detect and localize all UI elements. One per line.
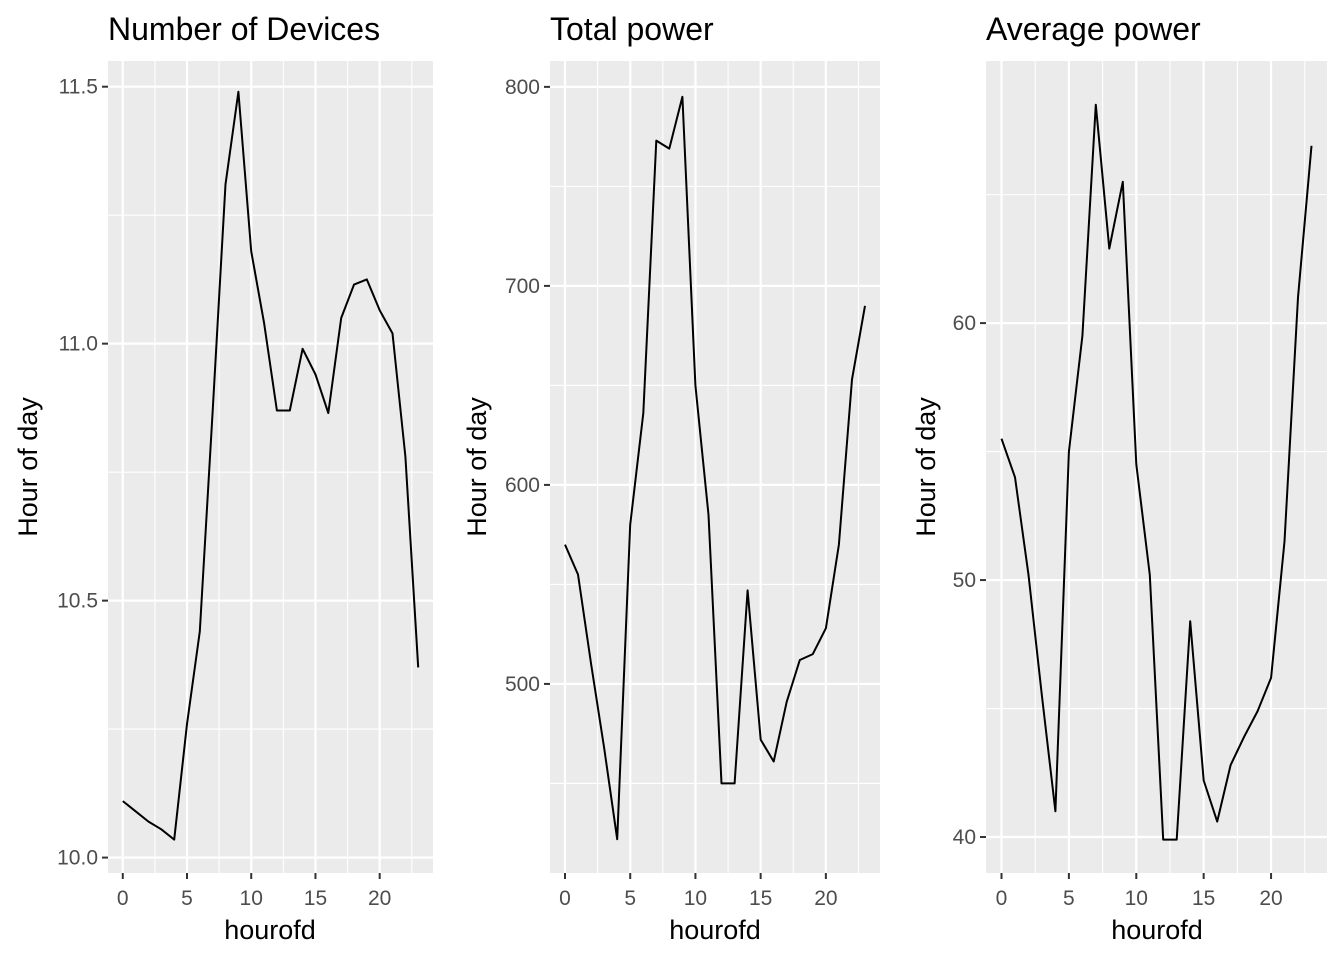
- y-tick-label: 10.5: [57, 590, 98, 613]
- series-line: [122, 90, 420, 841]
- x-tick-label: 15: [304, 887, 327, 910]
- y-tick-label: 11.0: [59, 333, 98, 356]
- y-tick-label: 600: [505, 474, 540, 497]
- x-axis-title: hourofd: [669, 915, 761, 945]
- panel-number-of-devices: Number of Devices 0 5 10 15 20 10.0 10.5 11.0 11…: [13, 11, 433, 945]
- y-tick-label: 700: [505, 275, 540, 298]
- y-axis-title: Hour of day: [13, 397, 43, 537]
- x-tick-label: 20: [1259, 887, 1282, 910]
- x-tick-label: 10: [240, 887, 263, 910]
- x-axis-title: hourofd: [224, 915, 316, 945]
- x-tick-label: 5: [624, 887, 636, 910]
- y-tick-label: 800: [505, 76, 540, 99]
- axis-ticks: 0 5 10 15 20 10.0 10.5 11.0 11.5: [57, 76, 391, 910]
- y-tick-label: 50: [953, 569, 976, 592]
- y-axis-title: Hour of day: [462, 397, 492, 537]
- panel-average-power: Average power 0 5 10 15 20 40 50 60 hourofd Hou…: [911, 11, 1327, 945]
- panel-total-power: Total power 0 5 10 15 20 500 600 700 800 hourofd…: [462, 11, 880, 945]
- plot-background: [108, 61, 433, 873]
- y-tick-label: 40: [953, 826, 976, 849]
- x-tick-label: 0: [559, 887, 571, 910]
- series-line: [1000, 103, 1313, 841]
- x-tick-label: 20: [814, 887, 837, 910]
- chart-title: Average power: [986, 11, 1201, 47]
- axis-ticks: 0 5 10 15 20 500 600 700 800: [505, 76, 838, 910]
- x-tick-label: 15: [749, 887, 772, 910]
- x-axis-title: hourofd: [1111, 915, 1203, 945]
- x-tick-label: 0: [996, 887, 1008, 910]
- axis-ticks: 0 5 10 15 20 40 50 60: [953, 312, 1283, 910]
- plot-background: [550, 61, 880, 873]
- x-tick-label: 5: [1063, 887, 1075, 910]
- chart-title: Number of Devices: [108, 11, 380, 47]
- y-tick-label: 60: [953, 312, 976, 335]
- x-tick-label: 0: [117, 887, 129, 910]
- x-tick-label: 10: [684, 887, 707, 910]
- x-tick-label: 5: [181, 887, 193, 910]
- x-tick-label: 15: [1192, 887, 1215, 910]
- x-tick-label: 10: [1125, 887, 1148, 910]
- x-tick-label: 20: [368, 887, 391, 910]
- y-tick-label: 11.5: [59, 76, 98, 99]
- grid: [108, 61, 433, 873]
- y-tick-label: 10.0: [57, 847, 98, 870]
- grid: [986, 61, 1327, 873]
- plot-background: [986, 61, 1327, 873]
- chart-title: Total power: [550, 11, 714, 47]
- y-axis-title: Hour of day: [911, 397, 941, 537]
- y-tick-label: 500: [505, 673, 540, 696]
- series-line: [564, 95, 866, 841]
